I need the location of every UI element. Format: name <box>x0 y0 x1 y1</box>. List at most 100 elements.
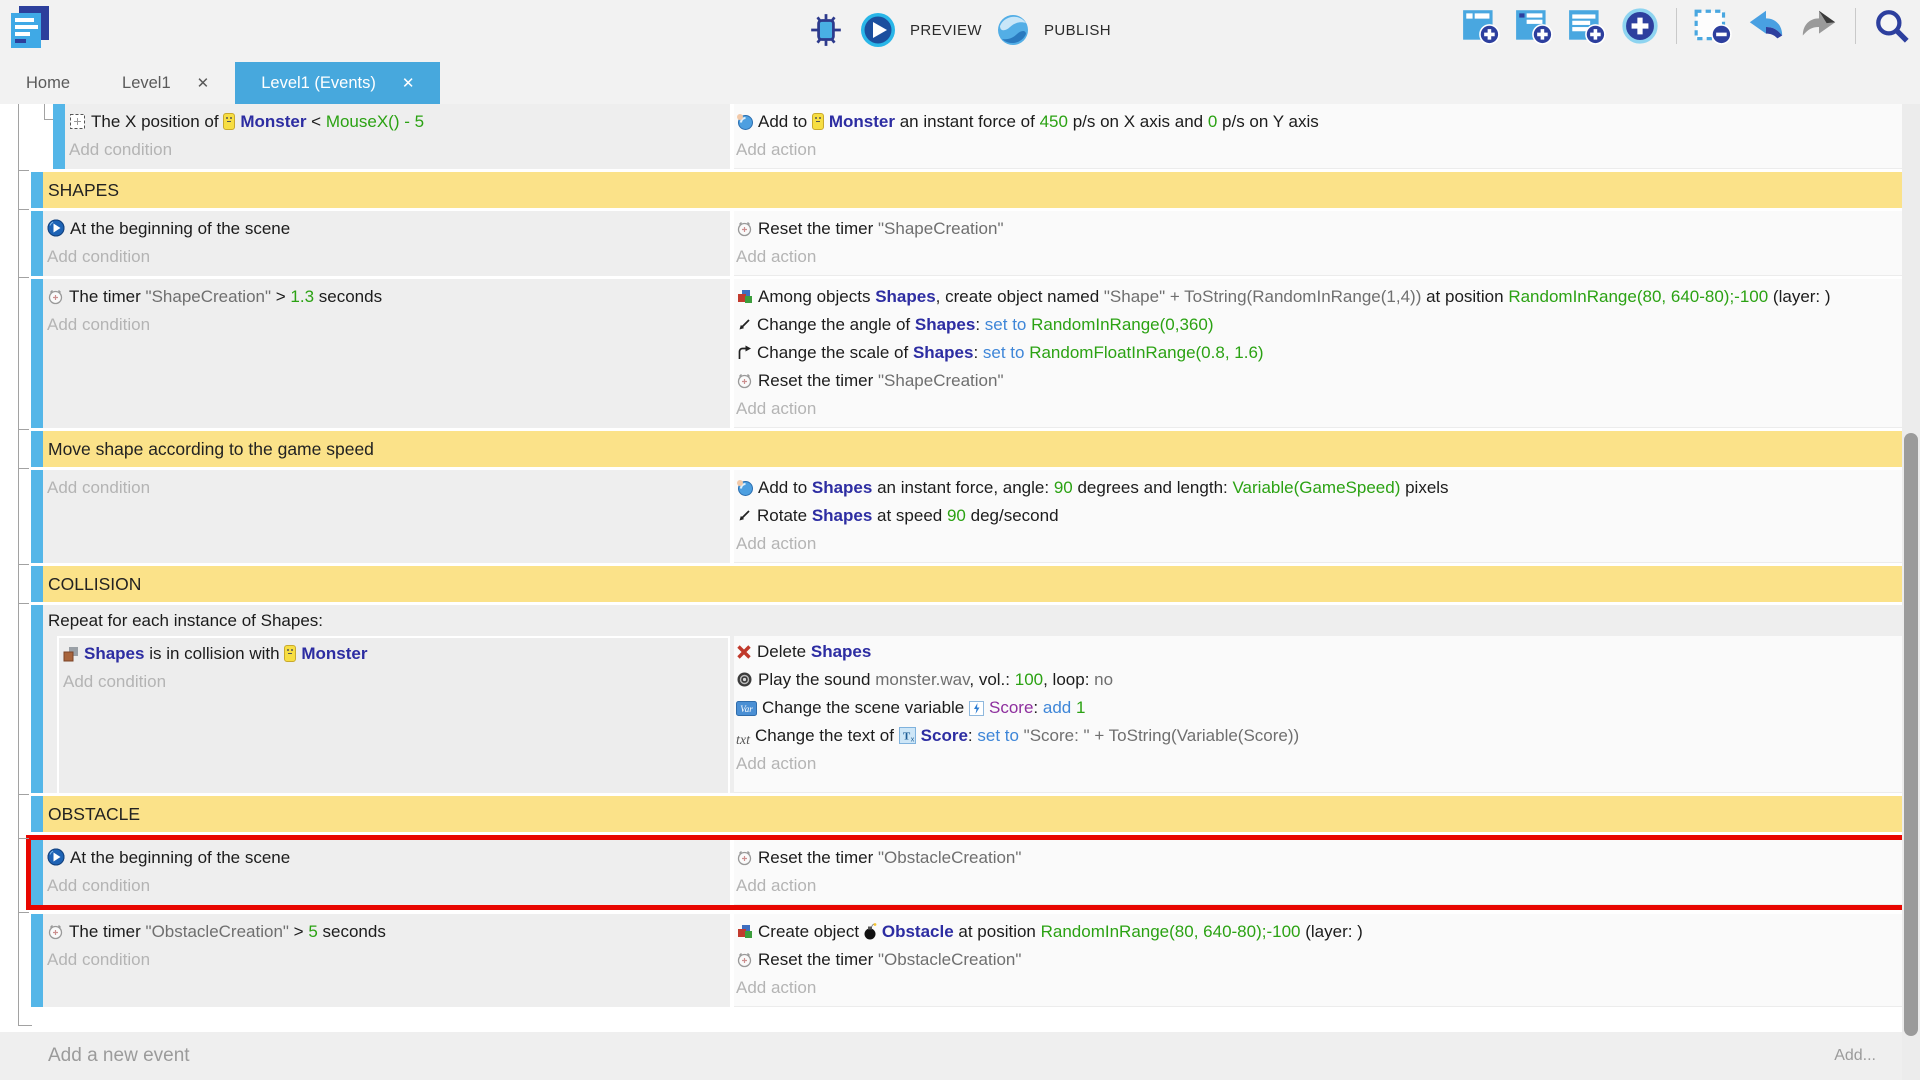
debugger-icon[interactable] <box>806 10 846 50</box>
add-condition-button[interactable]: Add condition <box>63 672 167 691</box>
timer-icon <box>736 849 753 866</box>
add-comment-icon[interactable] <box>1567 6 1607 46</box>
add-condition-button[interactable]: Add condition <box>47 247 151 266</box>
project-manager-icon[interactable] <box>8 4 52 52</box>
vertical-scrollbar[interactable] <box>1902 104 1920 1080</box>
event-selection-bar[interactable] <box>31 914 43 1007</box>
event-row: At the beginning of the scene Add conditi… <box>31 211 1902 276</box>
monster-icon <box>284 645 297 662</box>
condition-line[interactable]: The timer "ObstacleCreation" > 5 seconds <box>47 918 722 946</box>
condition-line[interactable]: The timer "ShapeCreation" > 1.3 seconds <box>47 283 722 311</box>
event-selection-bar[interactable] <box>31 796 43 832</box>
condition-line[interactable]: The X position of Monster < MouseX() - 5 <box>69 108 722 136</box>
conditions-cell[interactable]: At the beginning of the scene Add conditi… <box>43 211 730 276</box>
actions-cell[interactable]: Reset the timer "ObstacleCreation" Add ac… <box>734 840 1902 905</box>
condition-line[interactable]: At the beginning of the scene <box>47 844 722 872</box>
group-header-label[interactable]: COLLISION <box>43 566 1902 602</box>
action-line[interactable]: Var Change the scene variable Score: add … <box>736 694 1894 722</box>
action-line[interactable]: Reset the timer "ShapeCreation" <box>736 215 1894 243</box>
actions-cell[interactable]: Delete Shapes Play the sound monster.wav,… <box>734 636 1902 793</box>
add-action-button[interactable]: Add action <box>736 247 817 266</box>
monster-icon <box>223 113 236 130</box>
group-header-label[interactable]: OBSTACLE <box>43 796 1902 832</box>
actions-cell[interactable]: Reset the timer "ShapeCreation" Add actio… <box>734 211 1902 276</box>
actions-cell[interactable]: Add to Monster an instant force of 450 p… <box>734 104 1902 169</box>
conditions-cell[interactable]: The timer "ObstacleCreation" > 5 seconds… <box>43 914 730 1007</box>
close-icon[interactable]: ✕ <box>401 75 415 92</box>
add-condition-button[interactable]: Add condition <box>69 140 173 159</box>
svg-text:Var: Var <box>740 704 753 714</box>
tab-level1[interactable]: Level1 ✕ <box>96 62 235 104</box>
action-line[interactable]: Reset the timer "ObstacleCreation" <box>736 844 1894 872</box>
sheet-footer: Add a new event Add... <box>0 1032 1920 1080</box>
condition-line[interactable]: At the beginning of the scene <box>47 215 722 243</box>
add-condition-button[interactable]: Add condition <box>47 315 151 334</box>
action-line[interactable]: Change the scale of Shapes: set to Rando… <box>736 339 1894 367</box>
event-selection-bar[interactable] <box>31 840 43 905</box>
event-selection-bar[interactable] <box>31 172 43 208</box>
conditions-cell[interactable]: The timer "ShapeCreation" > 1.3 seconds A… <box>43 279 730 428</box>
event-selection-bar[interactable] <box>31 470 43 563</box>
event-group-shapes: SHAPES <box>31 172 1902 208</box>
add-new-event-button[interactable]: Add a new event <box>48 1045 190 1066</box>
action-line[interactable]: Add to Shapes an instant force, angle: 9… <box>736 474 1894 502</box>
tab-level1-events[interactable]: Level1 (Events) ✕ <box>235 62 441 104</box>
conditions-cell[interactable]: Add condition <box>43 470 730 563</box>
conditions-cell[interactable]: The X position of Monster < MouseX() - 5… <box>65 104 730 169</box>
conditions-cell[interactable]: At the beginning of the scene Add conditi… <box>43 840 730 905</box>
timer-icon <box>736 220 753 237</box>
event-selection-bar[interactable] <box>53 104 65 169</box>
scale-icon <box>736 345 752 361</box>
add-action-button[interactable]: Add action <box>736 399 817 418</box>
add-action-button[interactable]: Add action <box>736 534 817 553</box>
group-header-label[interactable]: SHAPES <box>43 172 1902 208</box>
action-line[interactable]: Reset the timer "ObstacleCreation" <box>736 946 1894 974</box>
action-line[interactable]: Reset the timer "ShapeCreation" <box>736 367 1894 395</box>
unselect-icon[interactable] <box>1693 6 1733 46</box>
actions-cell[interactable]: Among objects Shapes, create object name… <box>734 279 1902 428</box>
event-selection-bar[interactable] <box>31 279 43 428</box>
preview-button[interactable]: PREVIEW <box>860 12 982 48</box>
add-event-icon[interactable] <box>1461 6 1501 46</box>
actions-cell[interactable]: Create object Obstacle at position Rando… <box>734 914 1902 1007</box>
add-menu-button[interactable]: Add... <box>1834 1047 1876 1064</box>
add-action-button[interactable]: Add action <box>736 876 817 895</box>
scrollbar-thumb[interactable] <box>1904 433 1918 1036</box>
conditions-cell[interactable]: Shapes is in collision with Monster Add c… <box>57 636 730 793</box>
play-scene-icon <box>47 219 65 237</box>
svg-text:T: T <box>902 731 910 743</box>
add-new-icon[interactable] <box>1620 6 1660 46</box>
undo-icon[interactable] <box>1746 6 1786 46</box>
add-condition-button[interactable]: Add condition <box>47 950 151 969</box>
add-action-button[interactable]: Add action <box>736 140 817 159</box>
event-selection-bar[interactable] <box>31 431 43 467</box>
search-icon[interactable] <box>1872 6 1912 46</box>
redo-icon[interactable] <box>1799 6 1839 46</box>
actions-cell[interactable]: Add to Shapes an instant force, angle: 9… <box>734 470 1902 563</box>
publish-button[interactable]: PUBLISH <box>996 13 1111 47</box>
close-icon[interactable]: ✕ <box>196 75 210 92</box>
foreach-header[interactable]: Repeat for each instance of Shapes: <box>48 611 324 630</box>
event-selection-bar[interactable] <box>31 605 43 793</box>
event-selection-bar[interactable] <box>31 211 43 276</box>
action-line[interactable]: Rotate Shapes at speed 90 deg/second <box>736 502 1894 530</box>
timer-icon <box>47 923 64 940</box>
action-line[interactable]: Among objects Shapes, create object name… <box>736 283 1894 311</box>
action-line[interactable]: Play the sound monster.wav, vol.: 100, l… <box>736 666 1894 694</box>
add-action-button[interactable]: Add action <box>736 754 817 773</box>
condition-line[interactable]: Shapes is in collision with Monster <box>63 640 720 668</box>
action-line[interactable]: Delete Shapes <box>736 638 1894 666</box>
tab-label: Level1 <box>122 73 171 92</box>
add-action-button[interactable]: Add action <box>736 978 817 997</box>
add-condition-button[interactable]: Add condition <box>47 876 151 895</box>
tab-home[interactable]: Home <box>0 62 96 104</box>
create-icon <box>736 923 753 940</box>
event-selection-bar[interactable] <box>31 566 43 602</box>
add-subevent-icon[interactable] <box>1514 6 1554 46</box>
action-line[interactable]: Change the angle of Shapes: set to Rando… <box>736 311 1894 339</box>
action-line[interactable]: Add to Monster an instant force of 450 p… <box>736 108 1894 136</box>
add-condition-button[interactable]: Add condition <box>47 478 151 497</box>
group-header-label[interactable]: Move shape according to the game speed <box>43 431 1902 467</box>
action-line[interactable]: Create object Obstacle at position Rando… <box>736 918 1894 946</box>
